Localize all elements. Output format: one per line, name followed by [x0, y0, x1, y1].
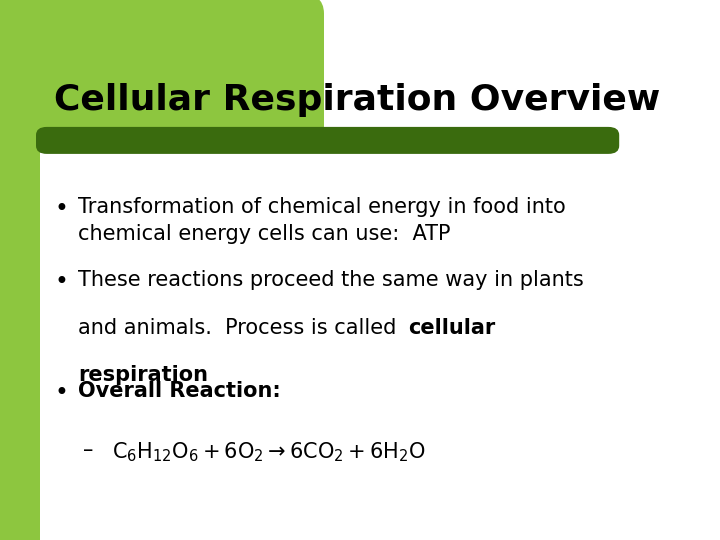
Text: •: • — [54, 381, 68, 404]
Bar — [40, 0, 68, 22]
Text: respiration: respiration — [78, 365, 208, 385]
Text: Overall Reaction:: Overall Reaction: — [78, 381, 281, 401]
Text: These reactions proceed the same way in plants: These reactions proceed the same way in … — [78, 270, 583, 290]
Text: –: – — [83, 440, 107, 460]
Bar — [284, 119, 313, 140]
Text: Cellular Respiration Overview: Cellular Respiration Overview — [54, 83, 660, 117]
Text: •: • — [54, 270, 68, 294]
Text: cellular: cellular — [408, 318, 495, 338]
Bar — [0, 0, 40, 540]
Text: and animals.  Process is called: and animals. Process is called — [78, 318, 402, 338]
Text: Transformation of chemical energy in food into
chemical energy cells can use:  A: Transformation of chemical energy in foo… — [78, 197, 565, 244]
Text: $\mathregular{C_6H_{12}O_6 + 6O_2 \rightarrow 6CO_2 + 6H_2O}$: $\mathregular{C_6H_{12}O_6 + 6O_2 \right… — [112, 440, 426, 464]
FancyBboxPatch shape — [29, 0, 324, 148]
Text: •: • — [54, 197, 68, 221]
FancyBboxPatch shape — [36, 127, 619, 154]
